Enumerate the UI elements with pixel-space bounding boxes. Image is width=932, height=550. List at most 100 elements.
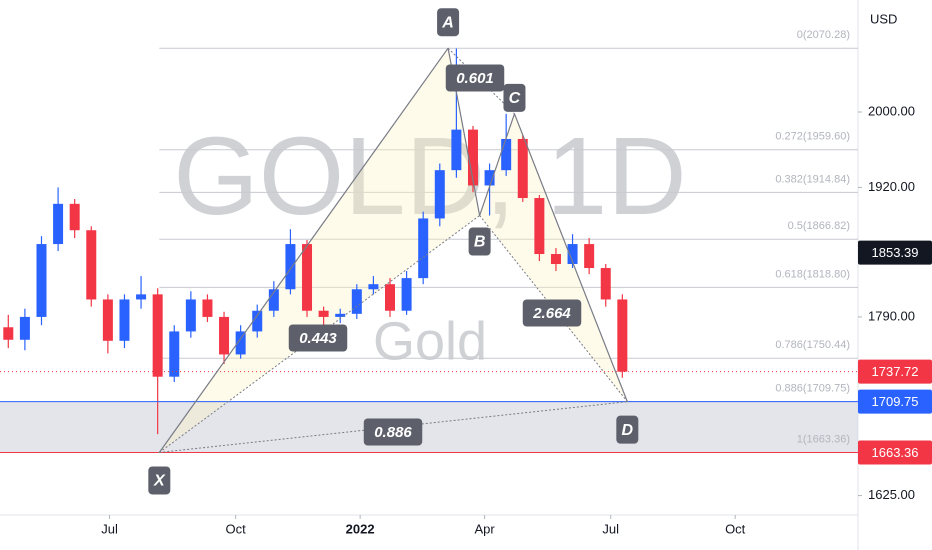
point-label: D bbox=[616, 415, 639, 444]
pattern-diagonal bbox=[159, 215, 480, 453]
x-tick-label: Oct bbox=[725, 521, 746, 536]
candle-body bbox=[567, 244, 578, 265]
candle-body bbox=[235, 331, 246, 355]
candle-body bbox=[285, 244, 296, 290]
point-label-box bbox=[148, 466, 171, 495]
candle-body bbox=[385, 284, 395, 311]
pattern-point bbox=[513, 113, 515, 115]
ratio-label-box bbox=[363, 418, 423, 446]
y-tick-label: 1920.00 bbox=[868, 179, 915, 194]
pattern-leg bbox=[158, 47, 449, 453]
fib-label: 0.886(1709.75) bbox=[775, 383, 850, 395]
candle-body bbox=[335, 313, 346, 317]
point-label-text: A bbox=[441, 14, 454, 31]
x-tick-label: Apr bbox=[474, 521, 495, 536]
pattern-leg bbox=[513, 113, 628, 402]
candle-body bbox=[302, 244, 313, 311]
fib-label: 0.382(1914.84) bbox=[775, 173, 850, 185]
candle-body bbox=[434, 170, 445, 219]
y-tick-label: 1625.00 bbox=[868, 487, 915, 502]
candle-body bbox=[550, 254, 561, 265]
x-tick-label: Jul bbox=[101, 521, 118, 536]
fib-label: 0.618(1818.80) bbox=[775, 268, 850, 280]
ratio-label: 0.443 bbox=[288, 324, 348, 352]
candle-body bbox=[69, 203, 80, 231]
candle-body bbox=[617, 299, 628, 372]
ratio-label: 0.886 bbox=[363, 418, 423, 446]
candle-body bbox=[136, 294, 147, 300]
point-label-text: X bbox=[153, 473, 166, 490]
ratio-label-box bbox=[445, 64, 505, 92]
point-label-box bbox=[468, 227, 491, 256]
candle-body bbox=[318, 310, 329, 317]
point-label-box bbox=[503, 83, 526, 112]
point-label-text: D bbox=[622, 422, 634, 439]
fib-label: 0.786(1750.44) bbox=[775, 339, 850, 351]
candle-body bbox=[534, 198, 545, 255]
point-label-box bbox=[437, 8, 460, 37]
pattern-point bbox=[158, 451, 160, 453]
candle-body bbox=[401, 278, 412, 311]
pattern-point bbox=[479, 215, 481, 217]
watermark: GOLD, 1D bbox=[173, 115, 686, 238]
ratio-label: 0.601 bbox=[445, 64, 505, 92]
point-label-box bbox=[616, 415, 639, 444]
candle-body bbox=[169, 331, 180, 377]
point-label: A bbox=[437, 8, 460, 37]
pattern-diagonal bbox=[447, 47, 515, 115]
candle-body bbox=[484, 170, 495, 186]
candle-body bbox=[368, 284, 379, 290]
pattern-point bbox=[626, 401, 628, 403]
ratio-label-text: 2.664 bbox=[532, 305, 571, 322]
y-tick-label: 2000.00 bbox=[868, 103, 915, 118]
candle-body bbox=[185, 299, 196, 332]
candle-body bbox=[517, 138, 528, 199]
candle-body bbox=[36, 244, 47, 317]
pattern-point bbox=[447, 47, 449, 49]
x-tick-label: Oct bbox=[226, 521, 247, 536]
price-badge-label: 1737.72 bbox=[872, 364, 919, 379]
fib-label: 0.272(1959.60) bbox=[775, 131, 850, 143]
candle-body bbox=[102, 299, 113, 341]
watermark-sub: Gold bbox=[373, 311, 487, 371]
point-label: X bbox=[148, 466, 171, 495]
ratio-label-box bbox=[522, 299, 582, 327]
candle-body bbox=[600, 268, 611, 300]
candle-body bbox=[451, 129, 462, 171]
candle-body bbox=[53, 203, 64, 245]
zone bbox=[0, 401, 858, 453]
x-tick-label: Jul bbox=[602, 521, 619, 536]
pattern-leg bbox=[479, 113, 516, 216]
fib-label: 0.5(1866.82) bbox=[788, 220, 850, 232]
y-tick-label: 1790.00 bbox=[868, 308, 915, 323]
point-label: B bbox=[468, 227, 491, 256]
candle-body bbox=[86, 230, 97, 300]
ratio-label-text: 0.443 bbox=[299, 330, 337, 347]
x-tick-label: 2022 bbox=[346, 521, 375, 536]
price-badge bbox=[858, 389, 932, 414]
price-badge-label: 1663.36 bbox=[872, 445, 919, 460]
candle-body bbox=[351, 289, 362, 314]
price-badge-label: 1709.75 bbox=[872, 394, 919, 409]
candle-body bbox=[19, 316, 30, 340]
candle-body bbox=[268, 289, 279, 311]
price-badge bbox=[858, 240, 932, 265]
candle-body bbox=[202, 299, 213, 317]
point-label-text: C bbox=[509, 90, 521, 107]
currency: USD bbox=[870, 11, 897, 26]
candle-body bbox=[467, 129, 478, 186]
ratio-label-box bbox=[288, 324, 348, 352]
ratio-label-text: 0.601 bbox=[456, 70, 494, 87]
candle-body bbox=[418, 218, 429, 279]
candle-body bbox=[501, 138, 512, 171]
price-badge bbox=[858, 440, 932, 465]
point-label: C bbox=[503, 83, 526, 112]
fib-label: 0(2070.28) bbox=[797, 29, 850, 41]
candle-body bbox=[219, 316, 230, 355]
candle-body bbox=[252, 310, 263, 332]
pattern-diagonal bbox=[159, 401, 628, 453]
price-badge bbox=[858, 359, 932, 384]
ratio-label-text: 0.886 bbox=[374, 424, 412, 441]
